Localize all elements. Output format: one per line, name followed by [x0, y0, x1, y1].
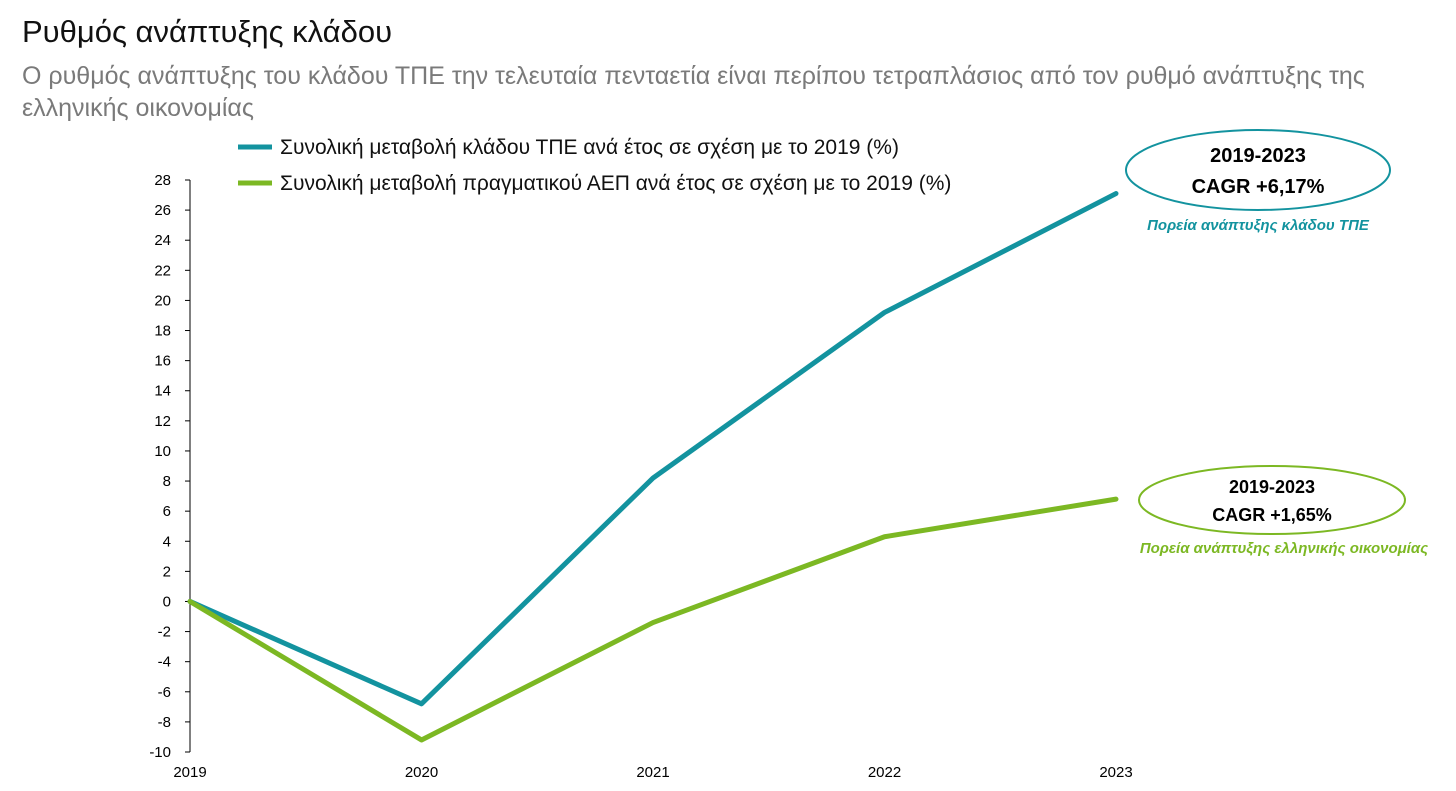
- page-subtitle: Ο ρυθμός ανάπτυξης του κλάδου ΤΠΕ την τε…: [22, 62, 1365, 122]
- y-tick-label: 4: [163, 533, 171, 550]
- annotation-period-gdp: 2019-2023: [1229, 477, 1315, 497]
- legend: Συνολική μεταβολή κλάδου ΤΠΕ ανά έτος σε…: [238, 136, 951, 195]
- y-tick-label: 24: [154, 232, 171, 249]
- y-tick-label: 2: [163, 563, 171, 580]
- y-tick-label: 20: [154, 292, 171, 309]
- x-tick-label: 2023: [1099, 764, 1132, 781]
- annotation-caption-gdp: Πορεία ανάπτυξης ελληνικής οικονομίας: [1140, 540, 1428, 557]
- annotation-cagr-tpe: CAGR +6,17%: [1192, 176, 1325, 198]
- y-tick-label: 28: [154, 172, 171, 189]
- annotation-ellipse-gdp: [1138, 465, 1406, 535]
- y-tick-label: -6: [158, 684, 171, 701]
- series-line-gdp: [187, 496, 1119, 743]
- legend-label-gdp: Συνολική μεταβολή πραγματικού ΑΕΠ ανά έτ…: [280, 172, 951, 195]
- y-tick-label: 12: [154, 413, 171, 430]
- series-line-tpe: [187, 191, 1119, 707]
- y-tick-label: 16: [154, 353, 171, 370]
- page-title: Ρυθμός ανάπτυξης κλάδου: [22, 14, 393, 49]
- annotation-period-tpe: 2019-2023: [1210, 145, 1306, 167]
- x-tick-label: 2020: [405, 764, 438, 781]
- legend-label-tpe: Συνολική μεταβολή κλάδου ΤΠΕ ανά έτος σε…: [280, 136, 899, 159]
- annotation-ellipse-tpe: [1125, 129, 1391, 211]
- axes: 2826242220181614121086420-2-4-6-8-102019…: [149, 172, 1132, 781]
- annotation-cagr-gdp: CAGR +1,65%: [1212, 505, 1332, 525]
- annotation-tpe: 2019-2023 CAGR +6,17% Πορεία ανάπτυξης κ…: [1125, 129, 1391, 234]
- x-tick-label: 2022: [868, 764, 901, 781]
- x-tick-label: 2021: [636, 764, 669, 781]
- annotation-gdp: 2019-2023 CAGR +1,65% Πορεία ανάπτυξης ε…: [1138, 465, 1428, 557]
- y-tick-label: 10: [154, 443, 171, 460]
- y-tick-label: 22: [154, 262, 171, 279]
- annotation-caption-tpe: Πορεία ανάπτυξης κλάδου ΤΠΕ: [1147, 217, 1370, 234]
- series-lines: [187, 191, 1119, 743]
- y-tick-label: 6: [163, 503, 171, 520]
- y-tick-label: -10: [149, 744, 171, 761]
- y-tick-label: -8: [158, 714, 171, 731]
- y-tick-label: 8: [163, 473, 171, 490]
- x-tick-label: 2019: [173, 764, 206, 781]
- y-tick-label: 26: [154, 202, 171, 219]
- y-tick-label: -4: [158, 654, 171, 671]
- y-tick-label: 0: [163, 593, 171, 610]
- y-tick-label: 14: [154, 383, 171, 400]
- y-tick-label: -2: [158, 624, 171, 641]
- y-tick-label: 18: [154, 323, 171, 340]
